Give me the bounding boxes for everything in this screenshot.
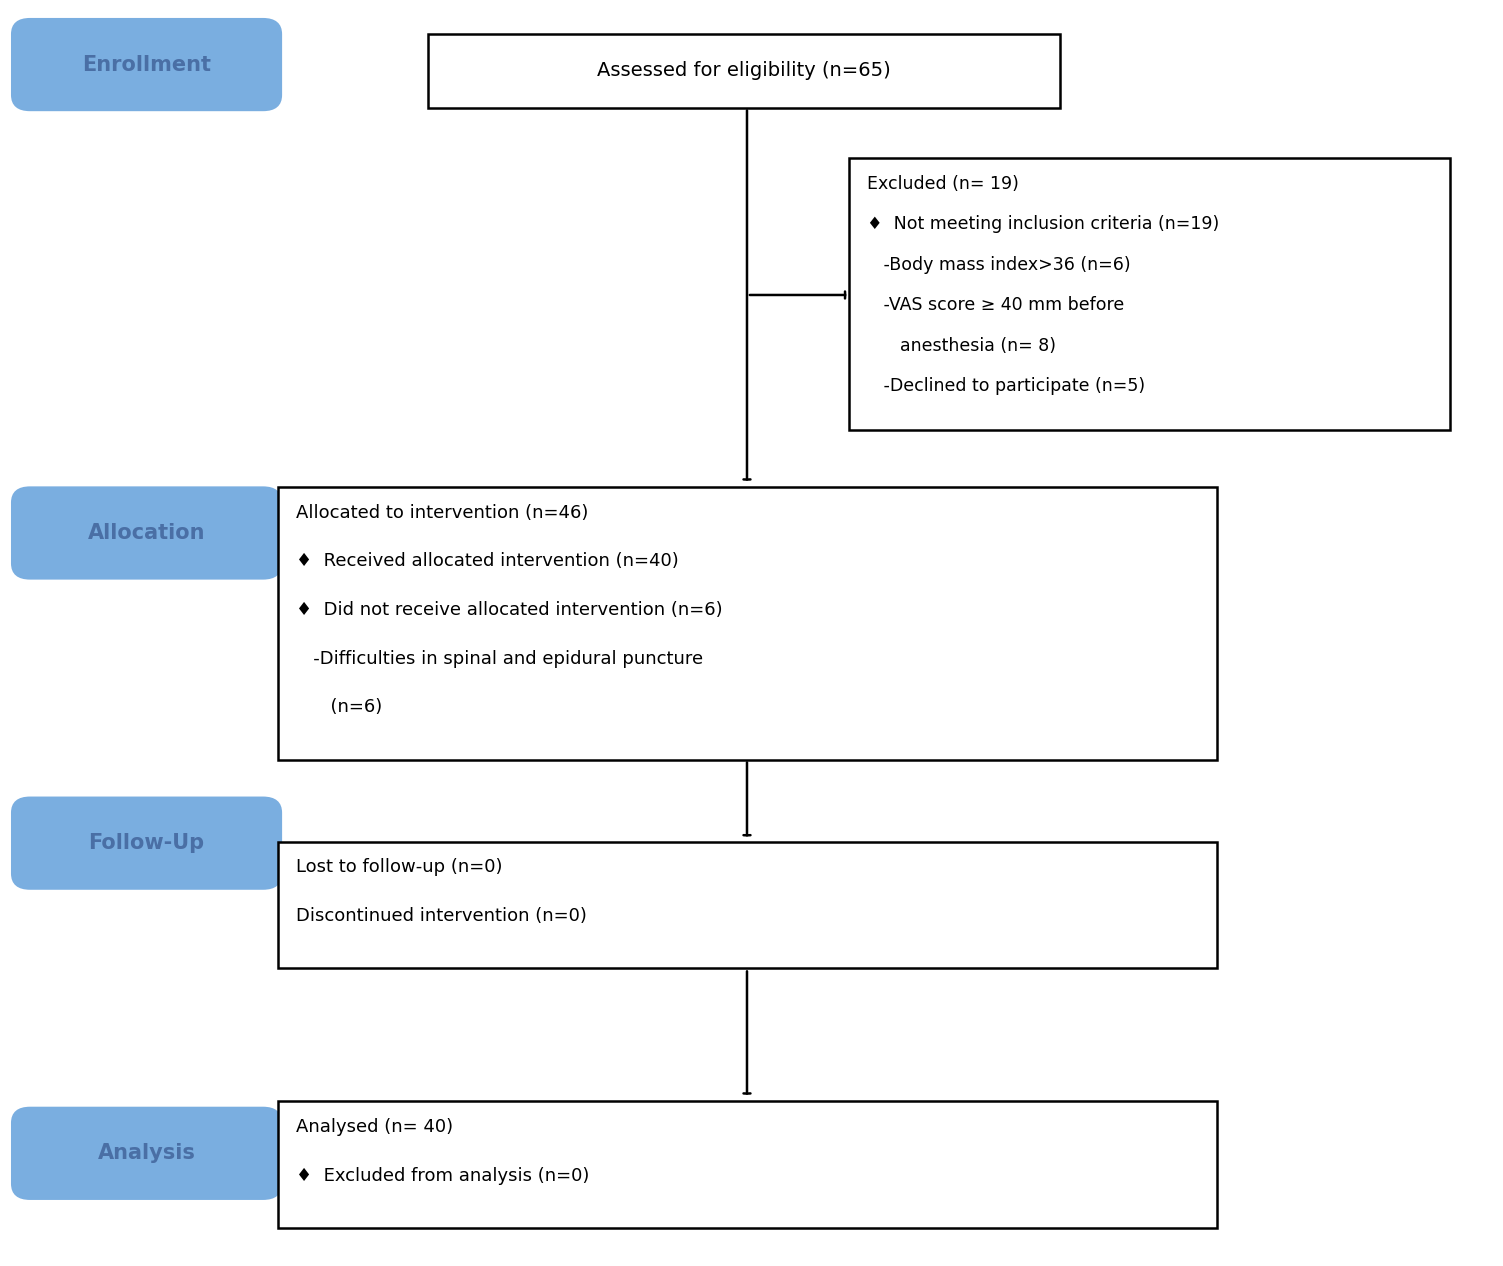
Text: Allocated to intervention (n=46): Allocated to intervention (n=46) [296,504,589,522]
FancyBboxPatch shape [278,487,1217,760]
Text: Assessed for eligibility (n=65): Assessed for eligibility (n=65) [597,61,891,81]
FancyBboxPatch shape [278,842,1217,968]
Text: ♦  Received allocated intervention (n=40): ♦ Received allocated intervention (n=40) [296,552,679,571]
Text: ♦  Did not receive allocated intervention (n=6): ♦ Did not receive allocated intervention… [296,601,723,619]
Text: (n=6): (n=6) [296,699,382,717]
Text: -Difficulties in spinal and epidural puncture: -Difficulties in spinal and epidural pun… [296,649,703,667]
Text: Allocation: Allocation [87,523,206,543]
FancyBboxPatch shape [12,1108,281,1199]
Text: Enrollment: Enrollment [83,54,210,75]
Text: ♦  Excluded from analysis (n=0): ♦ Excluded from analysis (n=0) [296,1167,589,1185]
Text: -Body mass index>36 (n=6): -Body mass index>36 (n=6) [867,256,1130,273]
Text: Follow-Up: Follow-Up [89,833,204,853]
Text: ♦  Not meeting inclusion criteria (n=19): ♦ Not meeting inclusion criteria (n=19) [867,215,1219,233]
Text: Lost to follow-up (n=0): Lost to follow-up (n=0) [296,858,502,876]
Text: Analysed (n= 40): Analysed (n= 40) [296,1118,454,1136]
FancyBboxPatch shape [278,1101,1217,1228]
FancyBboxPatch shape [12,487,281,579]
Text: Excluded (n= 19): Excluded (n= 19) [867,175,1019,192]
Text: Discontinued intervention (n=0): Discontinued intervention (n=0) [296,906,588,925]
FancyBboxPatch shape [12,798,281,889]
Text: -Declined to participate (n=5): -Declined to participate (n=5) [867,377,1145,395]
FancyBboxPatch shape [428,34,1060,108]
Text: Analysis: Analysis [98,1143,195,1163]
Text: -VAS score ≥ 40 mm before: -VAS score ≥ 40 mm before [867,296,1124,314]
FancyBboxPatch shape [849,158,1450,430]
FancyBboxPatch shape [12,19,281,110]
Text: anesthesia (n= 8): anesthesia (n= 8) [867,337,1057,354]
